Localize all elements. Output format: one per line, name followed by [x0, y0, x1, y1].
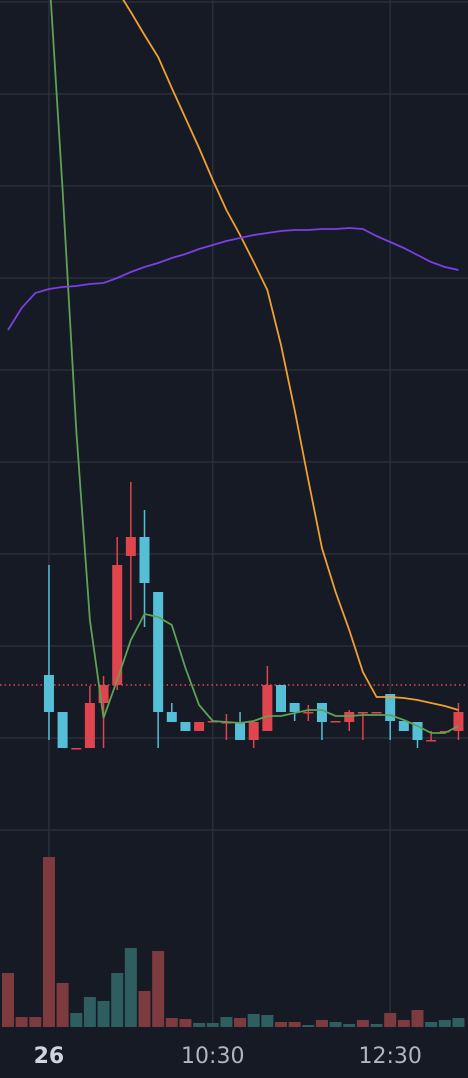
candle-body [316, 703, 327, 722]
volume-bar [452, 1018, 465, 1027]
volume-panel [2, 857, 465, 1027]
volume-bar [343, 1024, 356, 1027]
candle-body [398, 721, 409, 731]
volume-bar [124, 948, 137, 1027]
candle-body [385, 694, 396, 721]
x-tick-label: 12:30 [358, 1044, 421, 1069]
candle-body [139, 537, 150, 583]
volume-bar [411, 1010, 424, 1027]
volume-bar [247, 1014, 260, 1027]
candle-body [357, 712, 368, 714]
candle-body [194, 722, 205, 731]
volume-bar [111, 973, 124, 1027]
x-tick-label: 10:30 [181, 1044, 244, 1069]
volume-bar [329, 1022, 342, 1027]
volume-bar [83, 997, 96, 1027]
volume-bar [206, 1023, 219, 1027]
candle-body [180, 722, 191, 731]
candle-body [262, 685, 273, 731]
candle-body [371, 712, 382, 714]
candle-body [412, 722, 423, 740]
volume-bar [97, 1001, 110, 1027]
moving-averages [7, 0, 459, 734]
x-axis: 26 10:30 12:30 [34, 1044, 422, 1069]
candle-body [57, 712, 68, 748]
volume-bar [138, 991, 151, 1027]
volume-bar [384, 1013, 397, 1027]
volume-bar [234, 1018, 247, 1027]
volume-bar [56, 983, 69, 1027]
volume-bar [315, 1020, 328, 1027]
volume-bar [179, 1019, 192, 1027]
candle-body [289, 703, 300, 712]
candle-body [344, 712, 355, 722]
candle-body [330, 721, 341, 723]
volume-bar [275, 1022, 287, 1027]
candle-body [71, 748, 82, 750]
grid [0, 0, 468, 1027]
candle-body [276, 685, 286, 712]
volume-bar [220, 1017, 233, 1027]
volume-bar [70, 1013, 83, 1027]
volume-bar [193, 1023, 206, 1027]
candle-body [426, 740, 437, 742]
volume-bar [2, 973, 14, 1027]
candle-body [98, 685, 109, 703]
ma-line [7, 227, 459, 331]
candle-body [84, 703, 95, 748]
volume-bar [165, 1018, 178, 1027]
ma-line [49, 0, 459, 734]
volume-bar [261, 1015, 274, 1027]
candle-body [125, 537, 136, 556]
candle-body [453, 712, 464, 731]
volume-bar [42, 857, 55, 1027]
candle-body [439, 731, 450, 733]
volume-bar [425, 1022, 438, 1027]
volume-bar [29, 1017, 42, 1027]
candle-body [166, 712, 177, 722]
volume-bar [288, 1022, 301, 1027]
candle-body [153, 592, 164, 712]
candle-body [235, 722, 246, 740]
volume-bar [438, 1020, 451, 1027]
candle-body [248, 722, 259, 740]
volume-bar [15, 1017, 28, 1027]
candle-body [43, 675, 54, 712]
volume-bar [370, 1024, 383, 1027]
candle-body [303, 712, 314, 714]
volume-bar [356, 1020, 369, 1027]
candles [0, 482, 468, 750]
volume-bar [302, 1025, 315, 1027]
volume-bar [152, 951, 165, 1027]
candle-body [112, 565, 123, 685]
volume-bar [397, 1020, 410, 1027]
x-tick-label: 26 [34, 1044, 65, 1069]
ma-line [122, 0, 459, 711]
